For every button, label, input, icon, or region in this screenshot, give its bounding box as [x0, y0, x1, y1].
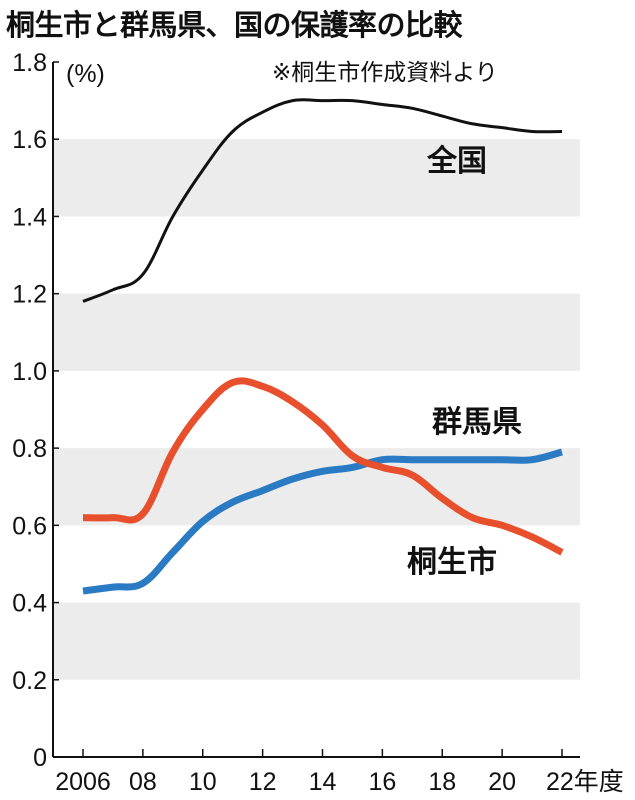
series-label-national: 全国	[426, 144, 487, 179]
national-line	[82, 98, 563, 303]
y-tick-label: 0.6	[12, 512, 47, 540]
chart-title: 桐生市と群馬県、国の保護率の比較	[6, 8, 463, 42]
y-axis-unit: (%)	[66, 60, 105, 88]
x-tick-label: 20	[488, 768, 516, 796]
y-tick-label: 1.6	[12, 126, 47, 154]
x-tick-label: 16	[368, 768, 396, 796]
y-tick-labels: 0 0.2 0.4 0.6 0.8 1.0 1.2 1.4 1.6 1.8	[12, 49, 47, 772]
grid-band	[53, 139, 580, 217]
x-tick-label: 14	[309, 768, 337, 796]
x-tick-label: 10	[189, 768, 217, 796]
y-tick-label: 0.2	[12, 667, 47, 695]
x-tick-label: 18	[428, 768, 456, 796]
y-tick-label: 0	[33, 744, 47, 772]
axes	[52, 61, 580, 758]
y-tick-label: 0.4	[12, 590, 47, 618]
gunma-line	[82, 448, 563, 595]
source-note: ※桐生市作成資料より	[272, 60, 498, 86]
y-tick-label: 0.8	[12, 435, 47, 463]
grid-band	[53, 293, 580, 371]
y-tick-label: 1.2	[12, 281, 47, 309]
grid-band	[53, 602, 580, 680]
series-lines	[82, 98, 564, 595]
series-label-gunma: 群馬県	[432, 405, 522, 440]
x-tick-label: 22年度	[546, 768, 624, 796]
y-tick-label: 1.4	[12, 203, 47, 231]
x-tick-label: 08	[129, 768, 157, 796]
kiryu-line	[82, 377, 564, 556]
y-tick-label: 1.8	[12, 49, 47, 77]
x-tick-label: 12	[249, 768, 277, 796]
x-tick-label: 2006	[55, 768, 111, 796]
x-tick-labels: 2006 08 10 12 14 16 18 20 22年度	[55, 768, 624, 796]
series-label-kiryu: 桐生市	[407, 545, 497, 580]
y-tick-label: 1.0	[12, 358, 47, 386]
